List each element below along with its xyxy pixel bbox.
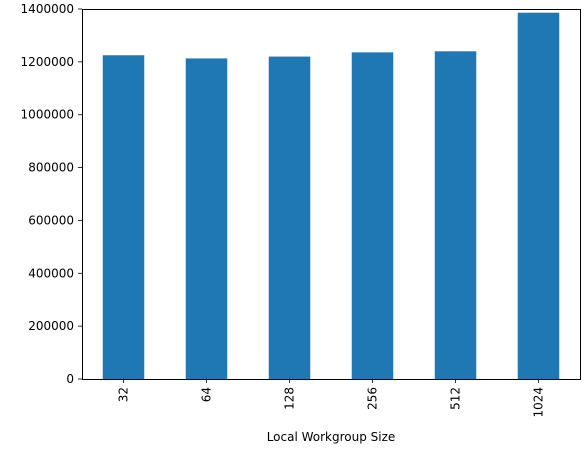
y-tick-label-1400000: 1400000 <box>21 2 74 16</box>
bars-group <box>102 12 560 380</box>
x-tick-label-1024: 1024 <box>532 387 546 418</box>
y-tick-label-1200000: 1200000 <box>21 55 74 69</box>
bar-32 <box>102 55 145 379</box>
y-tick-label-1000000: 1000000 <box>21 108 74 122</box>
x-tick-label-512: 512 <box>449 387 463 410</box>
bar-512 <box>434 51 477 380</box>
x-axis: 32 64 128 256 512 1024 <box>117 379 546 418</box>
plot-frame <box>82 9 581 380</box>
x-axis-label: Local Workgroup Size <box>267 430 396 444</box>
x-tick-label-128: 128 <box>283 387 297 410</box>
y-tick-label-0: 0 <box>66 372 74 386</box>
bar-64 <box>185 58 228 380</box>
bar-256 <box>351 52 394 379</box>
y-tick-label-200000: 200000 <box>28 319 74 333</box>
y-tick-label-600000: 600000 <box>28 213 74 227</box>
x-tick-label-32: 32 <box>117 387 131 402</box>
y-tick-label-800000: 800000 <box>28 161 74 175</box>
x-tick-label-256: 256 <box>366 387 380 410</box>
bar-128 <box>268 56 311 379</box>
y-tick-label-400000: 400000 <box>28 266 74 280</box>
bar-1024 <box>517 12 560 379</box>
x-tick-label-64: 64 <box>200 387 214 402</box>
y-axis: 0 200000 400000 600000 800000 1000000 1200000 1… <box>21 2 82 386</box>
